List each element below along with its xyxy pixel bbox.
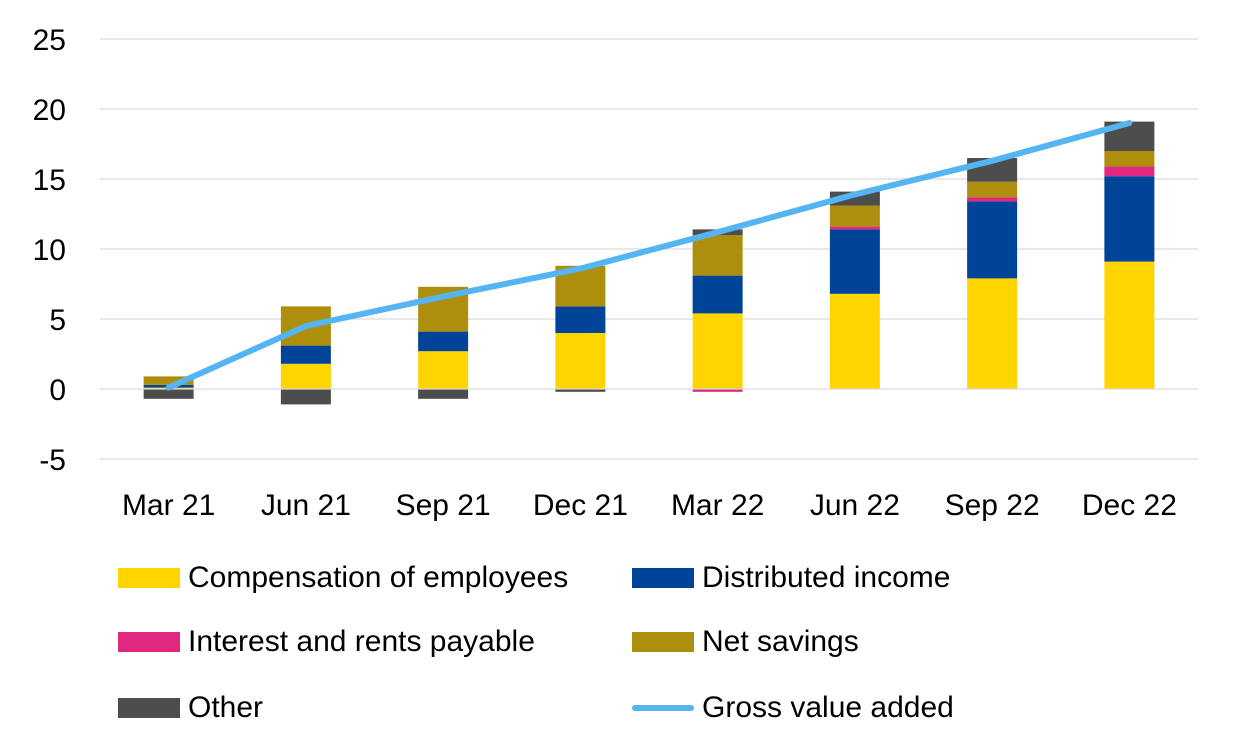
bar-series — [143, 121, 1155, 405]
y-tick-label: 10 — [33, 234, 66, 267]
legend-label-gross-value-added: Gross value added — [702, 691, 954, 724]
line-gross-value-added — [165, 120, 1133, 391]
bar-distributed-income — [692, 275, 743, 314]
legend-swatch-compensation — [118, 568, 180, 588]
bar-interest-and-rents-payable — [692, 389, 743, 392]
bar-interest-and-rents-payable — [967, 197, 1018, 202]
bar-distributed-income — [967, 201, 1018, 279]
legend-item-net-savings: Net savings — [632, 622, 859, 662]
legend-item-interest-rents: Interest and rents payable — [118, 622, 535, 662]
bar-distributed-income — [418, 331, 469, 352]
x-tick-label: Jun 21 — [261, 489, 351, 522]
legend-item-compensation: Compensation of employees — [118, 558, 568, 598]
legend-swatch-interest-rents — [118, 632, 180, 652]
legend-swatch-other — [118, 698, 180, 718]
legend-item-gross-value-added: Gross value added — [632, 688, 954, 728]
y-tick-label: -5 — [39, 444, 66, 477]
legend-item-distributed-income: Distributed income — [632, 558, 950, 598]
x-tick-label: Mar 21 — [122, 489, 215, 522]
bar-interest-and-rents-payable — [1104, 166, 1155, 177]
x-tick-label: Dec 21 — [533, 489, 628, 522]
x-tick-label: Sep 21 — [396, 489, 491, 522]
bar-distributed-income — [280, 345, 331, 364]
legend-swatch-net-savings — [632, 632, 694, 652]
x-tick-label: Sep 22 — [945, 489, 1040, 522]
bar-other — [555, 389, 606, 392]
bar-compensation-of-employees — [280, 363, 331, 389]
legend: Compensation of employees Distributed in… — [0, 540, 1257, 748]
y-axis-ticks: -5 0 5 10 15 20 25 — [33, 24, 66, 477]
bar-compensation-of-employees — [829, 293, 880, 389]
legend-swatch-distributed-income — [632, 568, 694, 588]
bar-distributed-income — [555, 306, 606, 333]
y-tick-label: 5 — [49, 304, 66, 337]
legend-label-interest-rents: Interest and rents payable — [188, 625, 535, 658]
bar-other — [418, 389, 469, 399]
bar-compensation-of-employees — [418, 351, 469, 389]
bar-net-savings — [1104, 151, 1155, 167]
x-tick-label: Mar 22 — [671, 489, 764, 522]
bar-net-savings — [967, 181, 1018, 198]
y-tick-label: 25 — [33, 24, 66, 57]
bar-distributed-income — [829, 229, 880, 294]
x-axis-ticks: Mar 21 Jun 21 Sep 21 Dec 21 Mar 22 Jun 22 Sep … — [122, 489, 1177, 522]
bar-compensation-of-employees — [692, 313, 743, 389]
bar-compensation-of-employees — [967, 278, 1018, 389]
legend-label-other: Other — [188, 691, 264, 724]
bar-other — [143, 389, 194, 399]
bar-net-savings — [143, 376, 194, 385]
legend-swatch-gross-value-added — [632, 705, 694, 711]
x-tick-label: Dec 22 — [1082, 489, 1177, 522]
line-series — [165, 120, 1133, 391]
legend-item-other: Other — [118, 688, 263, 728]
bar-interest-and-rents-payable — [829, 226, 880, 230]
legend-label-compensation: Compensation of employees — [188, 561, 569, 594]
bar-net-savings — [829, 205, 880, 227]
bar-net-savings — [692, 235, 743, 276]
bar-other — [280, 389, 331, 405]
y-tick-label: 20 — [33, 94, 66, 127]
x-tick-label: Jun 22 — [810, 489, 900, 522]
legend-label-net-savings: Net savings — [702, 625, 859, 658]
bar-distributed-income — [1104, 176, 1155, 262]
legend-label-distributed-income: Distributed income — [702, 561, 951, 594]
y-tick-label: 0 — [49, 374, 66, 407]
bar-compensation-of-employees — [555, 333, 606, 389]
bar-compensation-of-employees — [1104, 261, 1155, 389]
y-tick-label: 15 — [33, 164, 66, 197]
